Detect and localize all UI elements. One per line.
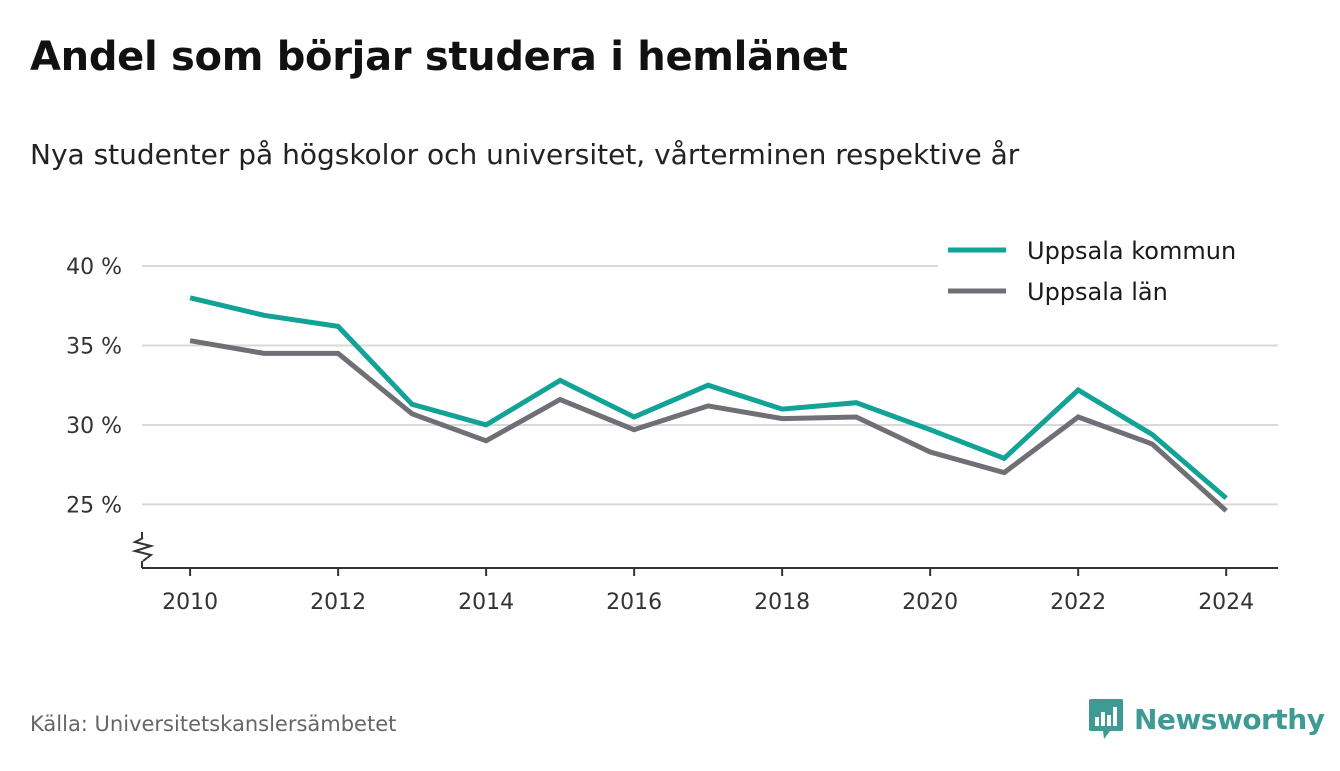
series-line-uppsala-kommun [189,295,1228,500]
x-tick-label: 2014 [458,590,514,615]
x-tick-label: 2016 [606,590,662,615]
y-tick-label: 40 % [66,255,122,280]
x-tick-labels: 2010 2012 2014 2016 2018 2020 2022 2024 [162,590,1254,615]
y-tick-label: 30 % [66,414,122,439]
brand-name: Newsworthy [1134,702,1325,736]
series-line-uppsala-län [189,338,1228,513]
legend-background [938,228,1278,310]
legend: Uppsala kommun Uppsala län [938,228,1278,310]
source-note: Källa: Universitetskanslersämbetet [30,712,397,736]
y-tick-label: 35 % [66,334,122,359]
x-tick-label: 2022 [1050,590,1106,615]
legend-label: Uppsala län [1027,278,1168,306]
series-lines [189,295,1228,513]
bar-chart-badge-icon [1089,699,1123,739]
axis-break-icon [131,537,155,562]
x-tick-label: 2024 [1198,590,1254,615]
y-tick-labels: 25 % 30 % 35 % 40 % [66,255,122,518]
x-tick-label: 2010 [162,590,218,615]
x-tick-label: 2012 [310,590,366,615]
x-tick-label: 2020 [902,590,958,615]
legend-label: Uppsala kommun [1027,237,1236,265]
x-tick-label: 2018 [754,590,810,615]
y-tick-label: 25 % [66,493,122,518]
chart-subtitle: Nya studenter på högskolor och universit… [30,138,1020,171]
brand-logo: Newsworthy [1088,698,1325,740]
axes [131,532,1278,576]
chart-title: Andel som börjar studera i hemlänet [30,34,848,80]
